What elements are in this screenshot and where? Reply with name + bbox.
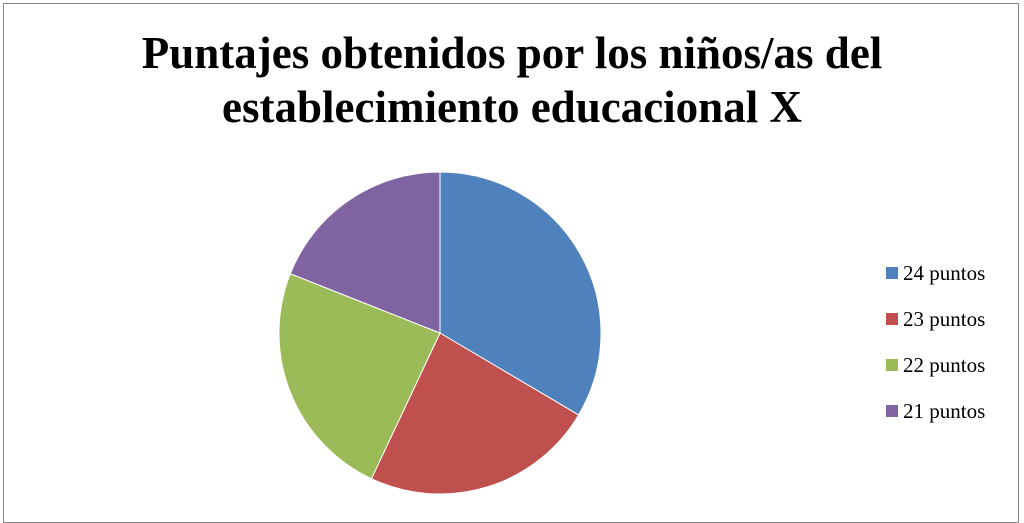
legend-swatch (886, 359, 898, 371)
legend-label: 22 puntos (903, 352, 986, 377)
legend-swatch (886, 267, 898, 279)
legend-item: 24 puntos (886, 250, 985, 296)
chart-title-line-2: establecimiento educacional X (222, 82, 802, 132)
legend-label: 23 puntos (903, 306, 986, 331)
legend-item: 21 puntos (886, 388, 985, 434)
pie-slice-24-puntos (439, 171, 602, 416)
chart-title: Puntajes obtenidos por los niños/as del … (0, 26, 1024, 134)
pie-slice-21-puntos (289, 171, 441, 334)
pie-slice-23-puntos (370, 332, 580, 495)
legend: 24 puntos 23 puntos 22 puntos 21 puntos (886, 250, 985, 434)
legend-swatch (886, 405, 898, 417)
legend-label: 24 puntos (903, 260, 986, 285)
legend-label: 21 puntos (903, 398, 986, 423)
legend-swatch (886, 313, 898, 325)
chart-title-line-1: Puntajes obtenidos por los niños/as del (141, 28, 883, 78)
legend-item: 23 puntos (886, 296, 985, 342)
legend-item: 22 puntos (886, 342, 985, 388)
pie-slice-22-puntos (278, 273, 441, 480)
